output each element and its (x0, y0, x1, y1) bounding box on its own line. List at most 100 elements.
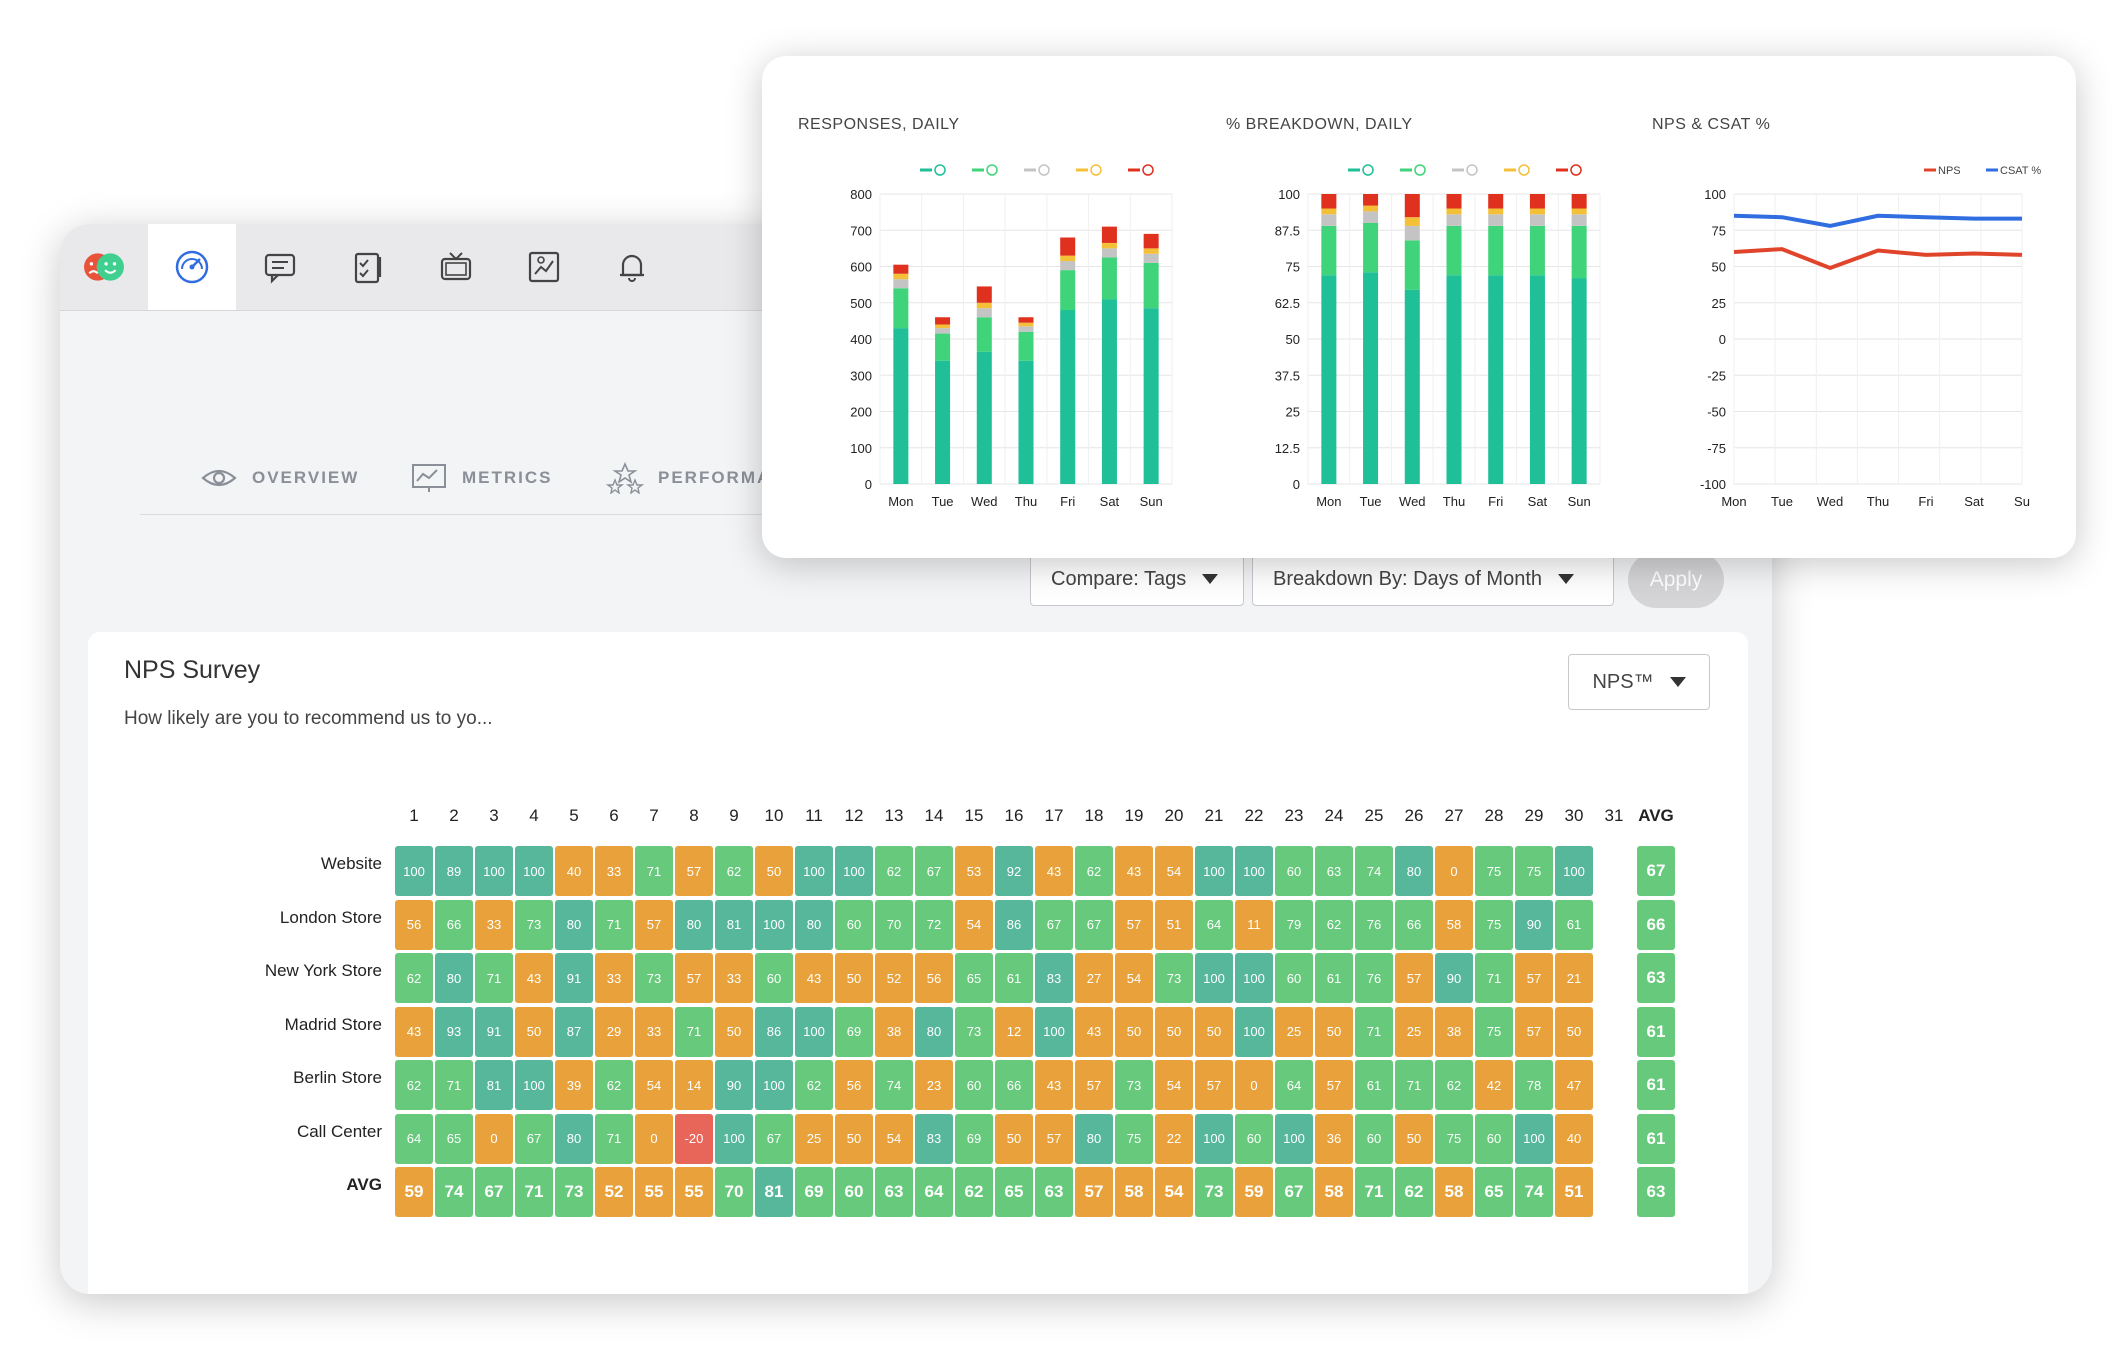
bar-segment (1446, 275, 1462, 484)
heatmap-cell: 87 (555, 1006, 593, 1057)
bar-segment (1143, 233, 1159, 249)
heatmap-cell: 71 (1355, 1006, 1393, 1057)
heatmap-cell: 50 (715, 1006, 753, 1057)
heatmap-cell: 100 (395, 846, 433, 896)
heatmap-column-header: 3 (489, 806, 499, 825)
bar-segment (935, 360, 951, 484)
heatmap-cell: 57 (1115, 899, 1153, 950)
heatmap-cell: 60 (955, 1060, 993, 1110)
bar-segment (1571, 214, 1587, 226)
y-tick-label: 500 (850, 296, 872, 311)
heatmap-cell: 25 (1395, 1006, 1433, 1057)
nps-survey-card: NPS Survey How likely are you to recomme… (88, 632, 1748, 1294)
heatmap-avg-cell: 63 (1637, 1167, 1675, 1217)
bar-segment (1321, 275, 1337, 484)
heatmap-column-header: 19 (1124, 806, 1144, 825)
y-tick-label: 400 (850, 332, 872, 347)
heatmap-cell: 65 (1475, 1167, 1513, 1217)
bell-icon[interactable] (588, 224, 676, 310)
heatmap-cell: 75 (1115, 1113, 1153, 1164)
heatmap-cell: 67 (515, 1113, 553, 1164)
heatmap-row-label: Madrid Store (284, 1014, 382, 1034)
tab-overview[interactable]: OVERVIEW (200, 462, 359, 494)
heatmap-column-header: 23 (1284, 806, 1304, 825)
legend-label: CSAT % (2000, 165, 2041, 177)
bar-segment (1571, 194, 1587, 209)
metric-select[interactable]: NPS™ (1568, 654, 1710, 710)
heatmap-cell: 60 (755, 953, 793, 1003)
heatmap-cell: 69 (795, 1167, 833, 1217)
heatmap-column-header: 7 (649, 806, 659, 825)
heatmap-cell: 57 (1515, 1006, 1553, 1057)
report-chart-icon[interactable] (500, 224, 588, 310)
bar-segment (1060, 310, 1076, 484)
tv-icon[interactable] (412, 224, 500, 310)
heatmap-cell: 71 (1395, 1060, 1433, 1110)
logo-faces-icon[interactable] (60, 224, 148, 310)
x-tick-label: Mon (888, 494, 913, 509)
heatmap-cell: 100 (755, 899, 793, 950)
heatmap-cell: 72 (915, 899, 953, 950)
heatmap-cell: 71 (435, 1060, 473, 1110)
y-tick-label: 0 (1293, 477, 1300, 492)
y-tick-label: -75 (1707, 441, 1726, 456)
bar-segment (1060, 237, 1076, 256)
heatmap-cell: 91 (555, 953, 593, 1003)
breakdown-dropdown[interactable]: Breakdown By: Days of Month (1252, 552, 1614, 606)
eye-icon (201, 469, 237, 487)
heatmap-cell: 62 (1075, 846, 1113, 896)
bar-segment (935, 324, 951, 329)
heatmap-cell: 50 (835, 953, 873, 1003)
heatmap-cell: 0 (1235, 1060, 1273, 1110)
heatmap-column-header: 1 (409, 806, 419, 825)
heatmap-cell: 90 (1435, 953, 1473, 1003)
bar-segment (1143, 248, 1159, 254)
heatmap-cell: 65 (955, 953, 993, 1003)
heatmap-cell: 33 (635, 1006, 673, 1057)
y-tick-label: 25 (1286, 405, 1300, 420)
bar-segment (1488, 275, 1504, 484)
bar-segment (976, 308, 992, 318)
heatmap-cell: 62 (875, 846, 913, 896)
comments-icon[interactable] (236, 224, 324, 310)
heatmap-cell: 55 (635, 1167, 673, 1217)
heatmap-cell: -20 (675, 1113, 713, 1164)
heatmap-cell: 52 (595, 1167, 633, 1217)
heatmap-cell: 58 (1435, 1167, 1473, 1217)
heatmap-cell: 38 (875, 1006, 913, 1057)
heatmap-cell: 69 (835, 1006, 873, 1057)
heatmap-cell: 50 (515, 1006, 553, 1057)
heatmap-cell: 63 (1035, 1167, 1073, 1217)
tab-metrics[interactable]: METRICS (410, 462, 553, 494)
heatmap-cell: 61 (995, 953, 1033, 1003)
apply-button[interactable]: Apply (1628, 552, 1724, 608)
bar-segment (1446, 194, 1462, 209)
bar-segment (1529, 225, 1545, 276)
heatmap-cell: 100 (515, 846, 553, 896)
y-tick-label: -100 (1700, 477, 1726, 492)
heatmap-cell: 50 (1555, 1006, 1593, 1057)
heatmap-cell: 75 (1515, 846, 1553, 896)
line-series (1733, 213, 2022, 228)
heatmap-cell: 71 (1475, 953, 1513, 1003)
bar-segment (1571, 225, 1587, 279)
heatmap-cell: 73 (635, 953, 673, 1003)
bar-segment (1101, 257, 1117, 300)
bar-segment (1101, 299, 1117, 484)
heatmap-cell: 50 (1155, 1006, 1193, 1057)
heatmap-cell: 100 (795, 1006, 833, 1057)
clipboard-check-icon[interactable] (324, 224, 412, 310)
heatmap-cell: 67 (755, 1113, 793, 1164)
heatmap-cell: 62 (795, 1060, 833, 1110)
heatmap-cell: 43 (1035, 1060, 1073, 1110)
compare-dropdown[interactable]: Compare: Tags (1030, 552, 1244, 606)
heatmap-cell: 57 (675, 953, 713, 1003)
legend-face-icon (1090, 164, 1102, 176)
y-tick-label: 50 (1286, 332, 1300, 347)
dashboard-gauge-icon[interactable] (148, 224, 236, 310)
heatmap-cell: 74 (1515, 1167, 1553, 1217)
heatmap-cell: 50 (1195, 1006, 1233, 1057)
legend-face-icon (1362, 164, 1374, 176)
heatmap-cell: 50 (755, 846, 793, 896)
heatmap-cell: 100 (1235, 953, 1273, 1003)
